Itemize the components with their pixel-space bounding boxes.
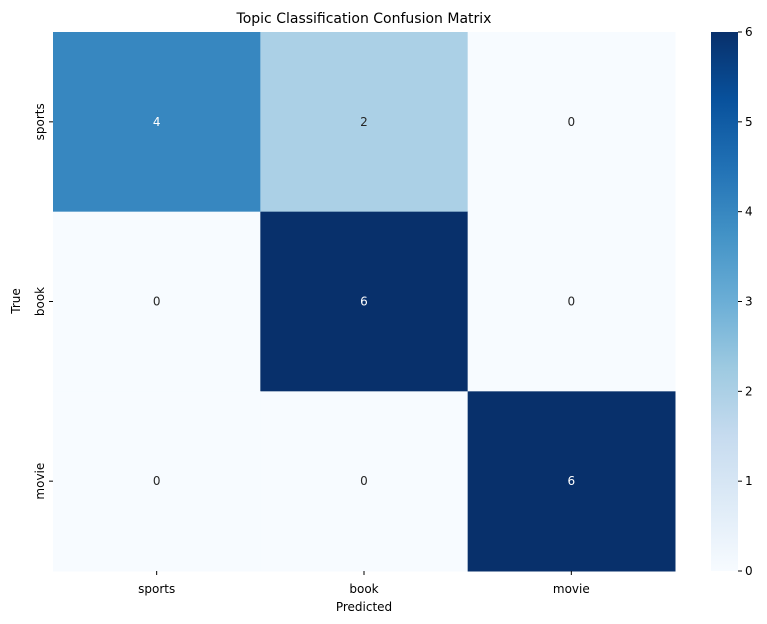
heatmap-cell: [260, 391, 469, 572]
cell-value-label: 2: [360, 115, 368, 129]
cell-value-label: 6: [568, 474, 576, 488]
heatmap-cell: [467, 391, 676, 572]
colorbar-tick-label: 0: [745, 564, 753, 578]
colorbar-tick-label: 5: [745, 115, 753, 129]
cell-value-label: 6: [360, 295, 368, 309]
colorbar-tick-label: 4: [745, 205, 753, 219]
heatmap-cell: [467, 211, 676, 392]
cell-value-label: 0: [153, 295, 161, 309]
y-axis-label: True: [9, 288, 23, 315]
colorbar-ticks: 0 1 2 3 4 5 6: [738, 25, 753, 578]
chart-title: Topic Classification Confusion Matrix: [236, 11, 492, 27]
colorbar: [711, 32, 738, 571]
heatmap-cell: [260, 211, 469, 392]
colorbar-tick-label: 6: [745, 25, 753, 39]
heatmap-cell: [467, 32, 676, 213]
y-axis-ticks: sports book movie: [33, 103, 53, 500]
y-tick-label: movie: [33, 463, 47, 500]
heatmap-cell: [260, 32, 469, 213]
heatmap-cell: [53, 211, 261, 392]
y-tick-label: book: [33, 287, 47, 316]
cell-value-label: 4: [153, 115, 161, 129]
x-tick-label: book: [349, 582, 378, 596]
cell-value-label: 0: [153, 474, 161, 488]
y-tick-label: sports: [33, 103, 47, 140]
x-tick-label: sports: [138, 582, 175, 596]
heatmap-cell-labels: 4 2 0 0 6 0 0 0 6: [153, 115, 575, 488]
colorbar-tick-label: 3: [745, 295, 753, 309]
colorbar-tick-label: 2: [745, 384, 753, 398]
x-axis-ticks: sports book movie: [138, 571, 590, 596]
x-tick-label: movie: [553, 582, 590, 596]
x-axis-label: Predicted: [336, 600, 392, 614]
heatmap-cell: [53, 391, 261, 572]
heatmap-cell: [53, 32, 261, 213]
heatmap-cells: [53, 32, 676, 572]
cell-value-label: 0: [568, 115, 576, 129]
cell-value-label: 0: [568, 295, 576, 309]
cell-value-label: 0: [360, 474, 368, 488]
colorbar-tick-label: 1: [745, 474, 753, 488]
